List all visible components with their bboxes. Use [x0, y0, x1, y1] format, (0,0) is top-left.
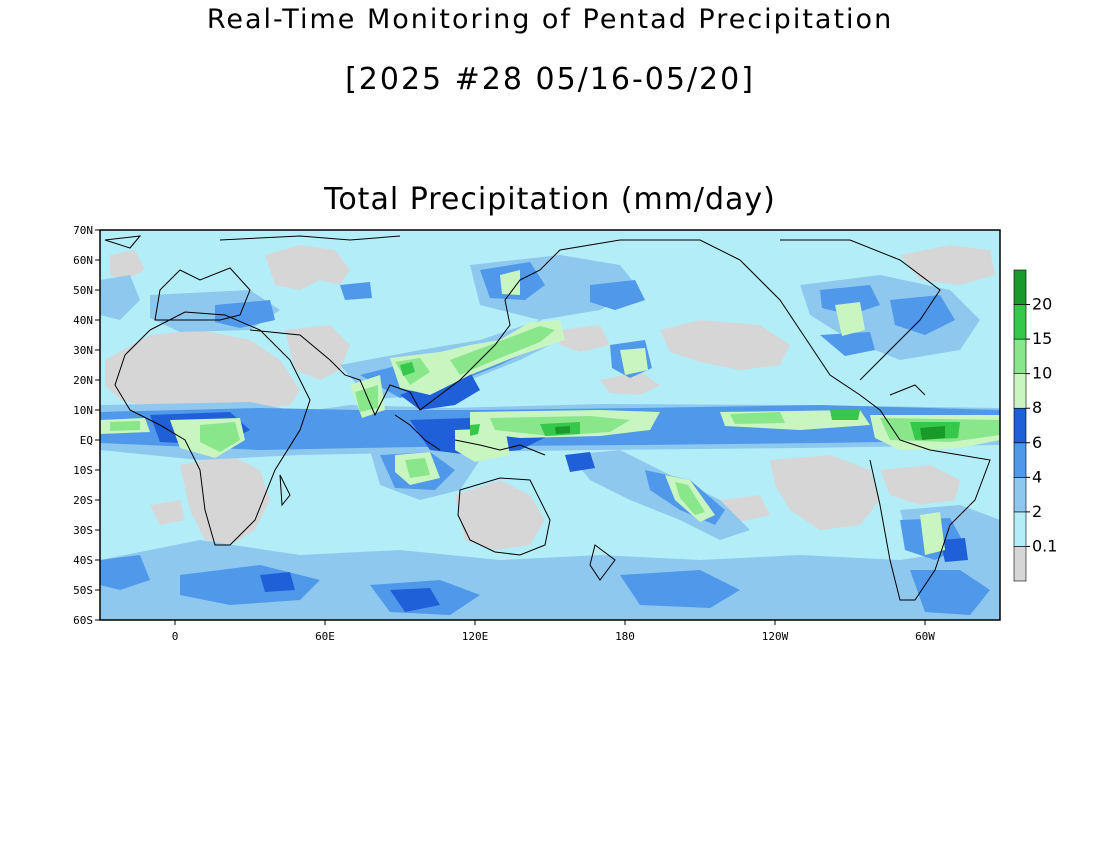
colorbar-label: 20	[1032, 295, 1052, 314]
lon-tick-label: 0	[172, 630, 179, 643]
period-subtitle: [2025 #28 05/16-05/20]	[345, 62, 755, 97]
colorbar-swatch	[1013, 511, 1027, 547]
lon-tick-label: 60W	[915, 630, 935, 643]
axis-ticks: 70N 60N 50N 40N 30N 20N 10N EQ 10S 20S 30S 40S 50S 60…	[73, 224, 935, 643]
lat-tick-label: 30S	[73, 524, 93, 537]
colorbar-label: 6	[1032, 433, 1042, 452]
colorbar-label: 0.1	[1032, 536, 1057, 555]
colorbar-swatch	[1013, 546, 1027, 582]
lat-tick-label: 20N	[73, 374, 93, 387]
colorbar-swatch	[1013, 442, 1027, 478]
colorbar-swatch	[1013, 477, 1027, 513]
colorbar-label: 10	[1032, 364, 1052, 383]
map-title: Total Precipitation (mm/day)	[324, 182, 776, 217]
lat-tick-label: 60N	[73, 254, 93, 267]
lat-tick-label: 50N	[73, 284, 93, 297]
colorbar-legend: 0.1 2 4 6 8 10 15 20	[1013, 269, 1057, 582]
colorbar-swatch	[1013, 338, 1027, 374]
coastlines	[104, 235, 991, 601]
colorbar-swatch	[1013, 407, 1027, 444]
colorbar-label: 8	[1032, 398, 1042, 417]
lat-tick-label: 50S	[73, 584, 93, 597]
precip-10-15	[110, 326, 1000, 515]
colorbar-label: 2	[1032, 502, 1042, 521]
lat-tick-label: 70N	[73, 224, 93, 237]
lat-tick-label: 60S	[73, 614, 93, 627]
precip-over-20	[555, 426, 945, 440]
colorbar-swatch	[1013, 304, 1027, 340]
colorbar-swatch	[1013, 373, 1027, 409]
lat-tick-label: EQ	[80, 434, 93, 447]
colorbar-label: 15	[1032, 329, 1052, 348]
lat-tick-label: 10S	[73, 464, 93, 477]
lon-tick-label: 120E	[462, 630, 489, 643]
map-field	[100, 230, 1000, 620]
dry-areas	[105, 245, 995, 600]
colorbar-label: 4	[1032, 467, 1042, 486]
lon-tick-label: 60E	[315, 630, 335, 643]
lat-tick-label: 10N	[73, 404, 93, 417]
lat-tick-label: 40S	[73, 554, 93, 567]
page-title: Real-Time Monitoring of Pentad Precipita…	[206, 4, 894, 35]
lat-tick-label: 40N	[73, 314, 93, 327]
map-frame	[99, 229, 1001, 621]
colorbar-swatch	[1013, 269, 1027, 305]
lat-tick-label: 20S	[73, 494, 93, 507]
lon-tick-label: 180	[615, 630, 635, 643]
lat-tick-label: 30N	[73, 344, 93, 357]
lon-tick-label: 120W	[762, 630, 789, 643]
